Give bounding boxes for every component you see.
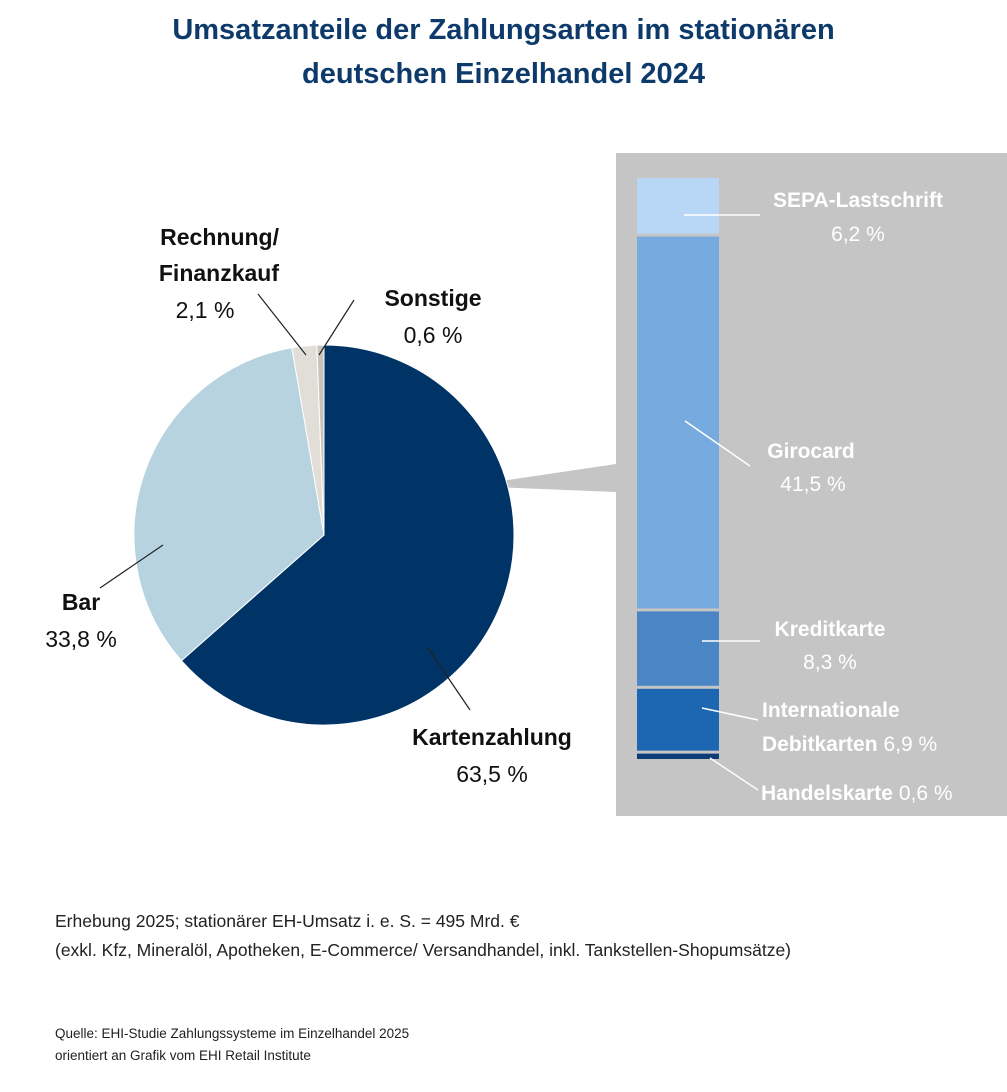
bar-label-debitkarten: Debitkarten	[762, 733, 878, 756]
pie-value-bar: 33,8 %	[45, 626, 117, 652]
pie-label-sonstige: Sonstige	[384, 285, 481, 311]
bar-segment-sepa-lastschrift	[637, 178, 719, 234]
bar-label-girocard: Girocard	[767, 440, 855, 463]
bar-segment-handelskarte	[637, 753, 719, 759]
stacked-bar-chart	[637, 178, 719, 759]
survey-note: Erhebung 2025; stationärer EH-Umsatz i. …	[55, 907, 791, 965]
bar-label-handelskarte-line: Handelskarte 0,6 %	[761, 782, 953, 805]
bar-label-sepa: SEPA-Lastschrift	[773, 189, 943, 212]
bar-label-internationale-line-2: Debitkarten 6,9 %	[762, 733, 937, 756]
pie-chart	[133, 344, 515, 726]
pie-label-rechnung-line-1: Rechnung/	[160, 224, 279, 250]
bar-value-kreditkarte: 8,3 %	[803, 651, 857, 674]
source-line-1: Quelle: EHI-Studie Zahlungssysteme im Ei…	[55, 1026, 410, 1041]
bar-segment-internationale	[637, 688, 719, 751]
bar-segment-kreditkarte	[637, 611, 719, 686]
source-note: Quelle: EHI-Studie Zahlungssysteme im Ei…	[55, 1023, 409, 1067]
bar-label-handelskarte: Handelskarte	[761, 782, 893, 805]
bar-label-kreditkarte: Kreditkarte	[775, 618, 886, 641]
chart-title: Umsatzanteile der Zahlungsarten im stati…	[0, 8, 1007, 96]
bar-label-internationale-line-1: Internationale	[762, 699, 900, 722]
bar-value-internationale: 6,9 %	[884, 733, 938, 756]
leader-line-bar	[99, 544, 164, 589]
pie-slice-bar	[133, 347, 325, 662]
leader-line-sonstige	[318, 299, 355, 356]
pie-slice-sonstige	[316, 344, 325, 536]
leader-line-rechnung	[257, 293, 307, 356]
chart-title-line-1: Umsatzanteile der Zahlungsarten im stati…	[172, 14, 835, 46]
leader-line-girocard	[684, 420, 751, 467]
leader-line-kartenzahlung	[427, 647, 471, 711]
bar-value-sepa: 6,2 %	[831, 223, 885, 246]
pie-value-rechnung: 2,1 %	[176, 297, 235, 323]
leader-line-handelskarte	[709, 757, 759, 791]
bar-value-handelskarte: 0,6 %	[899, 782, 953, 805]
pie-slice-kartenzahlung	[180, 344, 515, 726]
bar-value-girocard: 41,5 %	[780, 473, 845, 496]
bar-segment-girocard	[637, 236, 719, 609]
pie-label-kartenzahlung: Kartenzahlung	[412, 724, 572, 750]
leader-line-internationale	[701, 707, 759, 721]
chart-title-line-2: deutschen Einzelhandel 2024	[302, 58, 705, 90]
source-line-2: orientiert an Grafik vom EHI Retail Inst…	[55, 1048, 311, 1063]
survey-note-line-1: Erhebung 2025; stationärer EH-Umsatz i. …	[55, 911, 520, 931]
pie-value-sonstige: 0,6 %	[404, 322, 463, 348]
survey-note-line-2: (exkl. Kfz, Mineralöl, Apotheken, E-Comm…	[55, 940, 792, 960]
pie-label-rechnung-line-2: Finanzkauf	[159, 260, 279, 286]
pie-value-kartenzahlung: 63,5 %	[456, 761, 528, 787]
pie-label-bar: Bar	[62, 589, 100, 615]
